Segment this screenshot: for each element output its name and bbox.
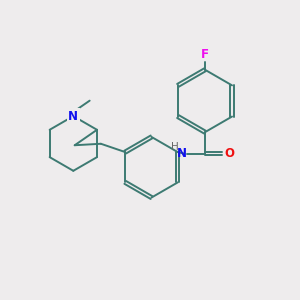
Text: O: O <box>225 147 235 160</box>
Text: N: N <box>68 110 78 123</box>
Text: F: F <box>201 48 209 62</box>
Text: H: H <box>171 142 179 152</box>
Text: N: N <box>176 147 187 160</box>
